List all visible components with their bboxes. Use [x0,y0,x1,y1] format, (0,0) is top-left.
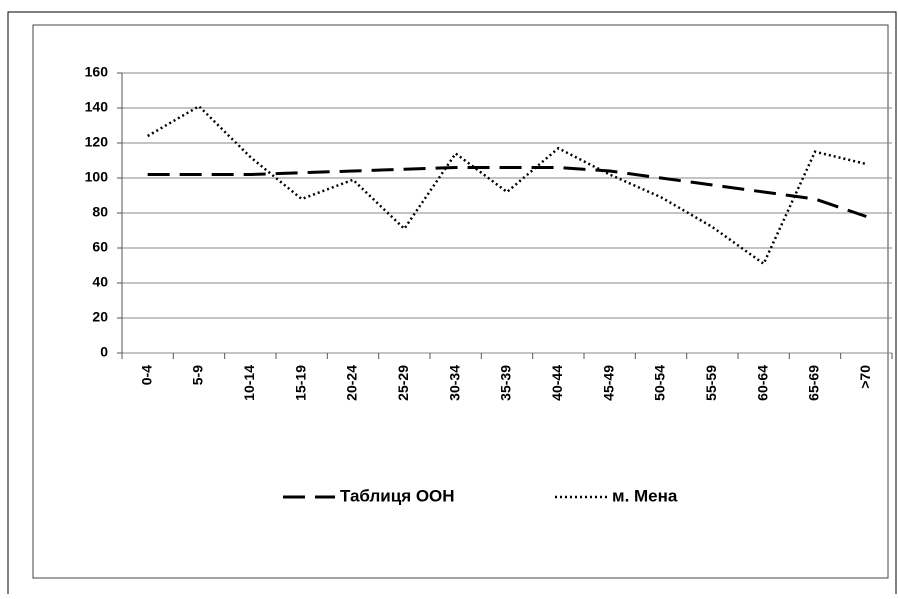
x-tick-label: 25-29 [395,365,411,401]
outer-frame [7,11,897,599]
y-tick-label: 80 [92,204,108,220]
x-tick-label: 30-34 [446,365,462,401]
x-tick-label: 50-54 [652,365,668,401]
legend-label: м. Мена [612,486,678,505]
series-line [147,166,867,218]
x-tick-label: >70 [857,365,873,389]
x-tick-label: 40-44 [549,365,565,401]
y-tick-label: 160 [85,64,109,80]
y-tick-label: 140 [85,99,109,115]
x-tick-label: 45-49 [600,365,616,401]
x-tick-label: 20-24 [344,365,360,401]
y-tick-label: 60 [92,239,108,255]
legend-label: Таблиця ООН [340,486,455,505]
y-tick-label: 120 [85,134,109,150]
x-tick-label: 65-69 [806,365,822,401]
x-tick-label: 10-14 [241,365,257,401]
series-line [147,104,867,266]
y-tick-label: 40 [92,274,108,290]
x-tick-label: 5-9 [190,365,206,385]
x-tick-label: 35-39 [498,365,514,401]
y-tick-label: 0 [100,344,108,360]
x-tick-label: 0-4 [138,365,154,385]
chart-frame [32,24,889,579]
x-tick-label: 55-59 [703,365,719,401]
y-tick-label: 20 [92,309,108,325]
x-tick-label: 60-64 [754,365,770,401]
y-tick-label: 100 [85,169,109,185]
x-tick-label: 15-19 [292,365,308,401]
